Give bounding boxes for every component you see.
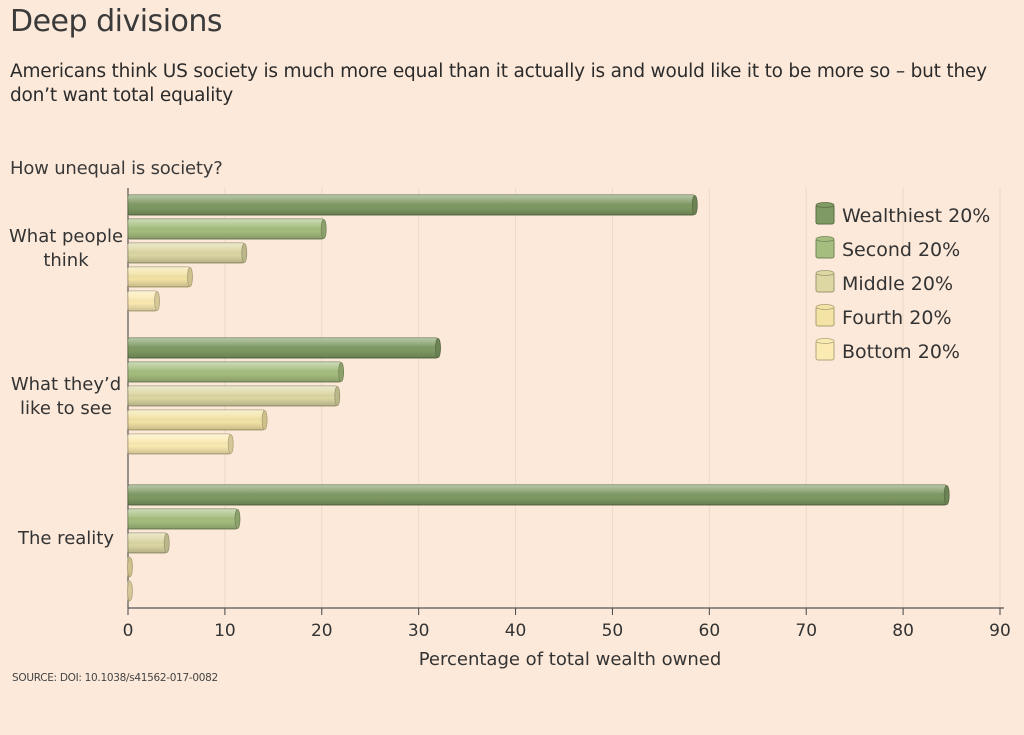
legend-label: Middle 20% bbox=[842, 273, 953, 295]
legend-label: Fourth 20% bbox=[842, 307, 952, 329]
bar bbox=[127, 580, 133, 602]
legend-label: Second 20% bbox=[842, 239, 960, 261]
bar bbox=[127, 361, 345, 383]
x-tick-label: 50 bbox=[602, 621, 624, 641]
category-label: like to see bbox=[20, 398, 112, 419]
chart-subtitle: Americans think US society is much more … bbox=[10, 61, 987, 106]
bar bbox=[127, 266, 193, 288]
x-tick-label: 40 bbox=[505, 621, 527, 641]
source-note: SOURCE: DOI: 10.1038/s41562-017-0082 bbox=[12, 672, 218, 684]
x-tick-label: 90 bbox=[989, 621, 1011, 641]
bar bbox=[127, 556, 133, 578]
legend-item: Middle 20% bbox=[815, 270, 953, 295]
legend-label: Bottom 20% bbox=[842, 341, 960, 363]
x-tick-label: 20 bbox=[311, 621, 333, 641]
legend: Wealthiest 20% Second 20% Middle 20% Fourth… bbox=[815, 202, 990, 363]
grid-lines bbox=[224, 188, 1001, 608]
legend-item: Wealthiest 20% bbox=[815, 202, 990, 227]
legend-item: Bottom 20% bbox=[815, 338, 960, 363]
x-tick-label: 0 bbox=[123, 621, 134, 641]
x-tick-label: 30 bbox=[408, 621, 430, 641]
bar bbox=[127, 484, 950, 506]
section-label: How unequal is society? bbox=[10, 158, 223, 179]
category-label: What people bbox=[9, 226, 123, 247]
bar bbox=[127, 385, 341, 407]
category-labels: What people think What they’d like to see Th… bbox=[9, 226, 123, 549]
bar bbox=[127, 242, 248, 264]
bar bbox=[127, 337, 441, 359]
bar bbox=[127, 433, 234, 455]
legend-item: Second 20% bbox=[815, 236, 960, 261]
category-label: think bbox=[43, 250, 89, 271]
legend-item: Fourth 20% bbox=[815, 304, 952, 329]
chart-title: Deep divisions bbox=[10, 4, 223, 39]
bar bbox=[127, 194, 698, 216]
bar bbox=[127, 508, 241, 530]
x-axis-label: Percentage of total wealth owned bbox=[419, 649, 722, 670]
category-label: The reality bbox=[17, 528, 114, 549]
x-axis: 0 10 20 30 40 50 60 70 80 90 bbox=[123, 188, 1011, 641]
x-tick-label: 10 bbox=[214, 621, 236, 641]
bar bbox=[127, 218, 327, 240]
x-tick-label: 80 bbox=[892, 621, 914, 641]
bar bbox=[127, 532, 170, 554]
x-tick-label: 60 bbox=[699, 621, 721, 641]
category-label: What they’d bbox=[11, 374, 121, 395]
bar bbox=[127, 409, 268, 431]
bar bbox=[127, 290, 160, 312]
legend-label: Wealthiest 20% bbox=[842, 205, 990, 227]
bars bbox=[127, 194, 950, 602]
x-tick-label: 70 bbox=[795, 621, 817, 641]
